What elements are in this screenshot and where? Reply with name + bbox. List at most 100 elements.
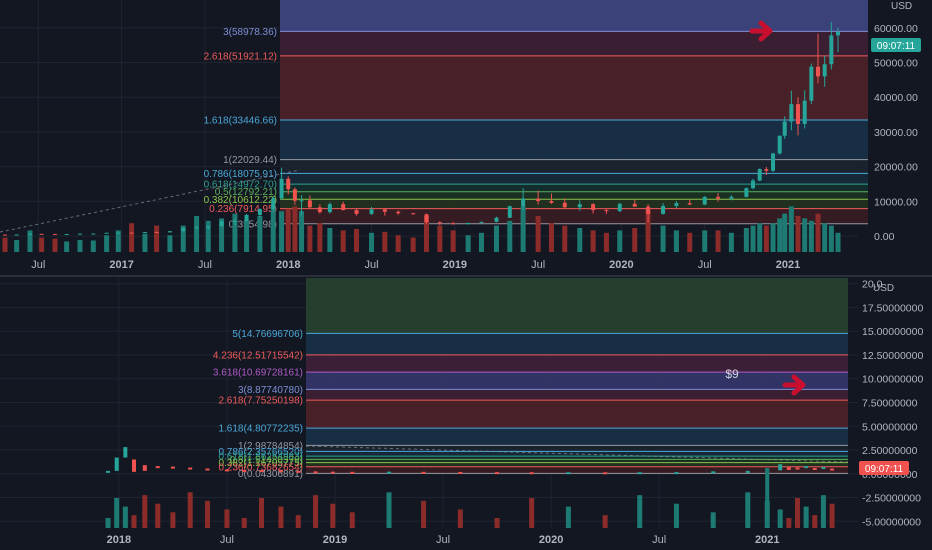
candle-body[interactable]: [494, 217, 499, 222]
candle-body[interactable]: [529, 472, 534, 475]
candle-body[interactable]: [170, 466, 175, 469]
candle-body[interactable]: [181, 228, 186, 232]
candle-body[interactable]: [778, 464, 783, 471]
candle-body[interactable]: [836, 31, 841, 36]
candle-body[interactable]: [232, 220, 237, 222]
candle-body[interactable]: [296, 470, 301, 473]
candle-body[interactable]: [809, 66, 814, 101]
candle-body[interactable]: [317, 207, 322, 213]
candle-body[interactable]: [167, 231, 172, 233]
candle-body[interactable]: [702, 196, 707, 205]
candle-body[interactable]: [687, 203, 692, 205]
candle-body[interactable]: [219, 221, 224, 227]
candle-body[interactable]: [437, 222, 442, 224]
candle-body[interactable]: [131, 459, 136, 472]
candle-body[interactable]: [330, 471, 335, 474]
candle-body[interactable]: [142, 232, 147, 234]
candle-body[interactable]: [64, 233, 69, 235]
candle-body[interactable]: [382, 209, 387, 212]
candle-body[interactable]: [777, 135, 782, 154]
candle-body[interactable]: [782, 121, 787, 136]
candle-body[interactable]: [451, 223, 456, 225]
candle-body[interactable]: [711, 471, 716, 474]
candle-body[interactable]: [52, 233, 57, 235]
candle-body[interactable]: [796, 104, 801, 124]
candle-body[interactable]: [313, 471, 318, 474]
top-chart-panel[interactable]: 3(58978.36) 2.618(51921.12) 1.618(33446.66…: [0, 0, 921, 271]
candle-body[interactable]: [789, 104, 794, 122]
candle-body[interactable]: [536, 198, 541, 202]
candle-body[interactable]: [341, 204, 346, 211]
candle-body[interactable]: [271, 198, 276, 210]
candle-body[interactable]: [242, 469, 247, 472]
candle-body[interactable]: [829, 35, 834, 65]
trend-line[interactable]: [305, 445, 849, 463]
candle-body[interactable]: [259, 470, 264, 473]
candle-body[interactable]: [661, 205, 666, 214]
candle-body[interactable]: [278, 470, 283, 473]
candle-body[interactable]: [521, 198, 526, 207]
current-price-tag[interactable]: [859, 461, 909, 475]
candle-body[interactable]: [744, 188, 749, 197]
candle-body[interactable]: [350, 471, 355, 474]
candle-body[interactable]: [604, 210, 609, 212]
candle-body[interactable]: [751, 180, 756, 189]
candle-body[interactable]: [830, 468, 835, 471]
candle-body[interactable]: [27, 233, 32, 235]
candle-body[interactable]: [674, 203, 679, 206]
candle-body[interactable]: [224, 469, 229, 472]
candle-body[interactable]: [637, 472, 642, 475]
candle-body[interactable]: [674, 472, 679, 475]
candle-body[interactable]: [802, 100, 807, 124]
candle-body[interactable]: [458, 472, 463, 475]
candle-body[interactable]: [77, 233, 82, 235]
candle-body[interactable]: [495, 472, 500, 475]
candle-body[interactable]: [299, 200, 304, 202]
candle-body[interactable]: [188, 467, 193, 470]
candle-body[interactable]: [154, 232, 159, 234]
candle-body[interactable]: [244, 214, 249, 221]
candle-body[interactable]: [116, 232, 121, 234]
candle-body[interactable]: [387, 471, 392, 474]
candle-body[interactable]: [617, 203, 622, 212]
candle-body[interactable]: [466, 222, 471, 225]
candle-body[interactable]: [812, 468, 817, 471]
candle-body[interactable]: [771, 153, 776, 171]
candle-body[interactable]: [155, 466, 160, 469]
candle-body[interactable]: [646, 206, 651, 214]
candle-body[interactable]: [562, 202, 567, 208]
candle-body[interactable]: [307, 200, 312, 208]
candle-body[interactable]: [396, 211, 401, 214]
candle-body[interactable]: [786, 467, 791, 470]
candle-body[interactable]: [603, 472, 608, 475]
candle-body[interactable]: [2, 234, 7, 236]
candle-body[interactable]: [566, 472, 571, 475]
candle-body[interactable]: [354, 210, 359, 214]
candle-body[interactable]: [39, 233, 44, 235]
candle-body[interactable]: [745, 470, 750, 473]
candle-body[interactable]: [424, 214, 429, 223]
candle-body[interactable]: [716, 196, 721, 199]
candle-body[interactable]: [507, 206, 512, 218]
candle-body[interactable]: [286, 178, 291, 190]
candle-body[interactable]: [764, 169, 769, 171]
candle-body[interactable]: [91, 233, 96, 235]
candle-body[interactable]: [804, 466, 809, 469]
candle-body[interactable]: [205, 468, 210, 471]
candle-body[interactable]: [129, 232, 134, 234]
candle-body[interactable]: [591, 204, 596, 211]
candle-body[interactable]: [114, 457, 119, 471]
candle-body[interactable]: [142, 465, 147, 471]
candle-body[interactable]: [479, 221, 484, 223]
candle-body[interactable]: [577, 204, 582, 208]
candle-body[interactable]: [795, 467, 800, 470]
candle-body[interactable]: [729, 196, 734, 199]
candle-body[interactable]: [411, 213, 416, 215]
candle-body[interactable]: [206, 226, 211, 228]
candle-body[interactable]: [104, 232, 109, 234]
candle-body[interactable]: [123, 447, 128, 458]
candle-body[interactable]: [369, 209, 374, 214]
candle-body[interactable]: [632, 203, 637, 207]
candle-body[interactable]: [106, 470, 111, 473]
